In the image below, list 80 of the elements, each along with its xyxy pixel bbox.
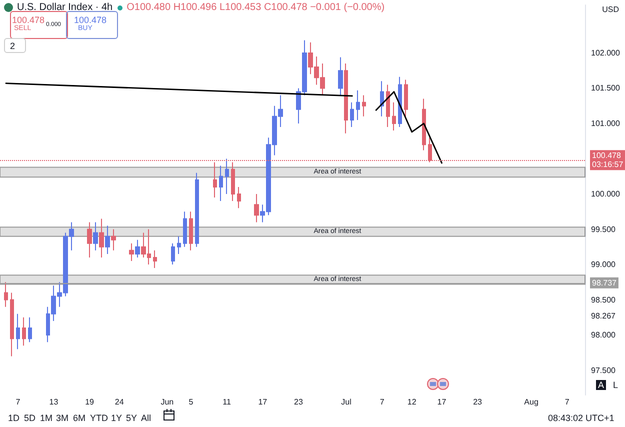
x-tick-label: 5 [188, 398, 194, 406]
x-tick-label: 19 [85, 398, 95, 406]
y-tick-label: 100.000 [591, 190, 620, 199]
text: YTD [90, 413, 108, 423]
candlestick [183, 211, 187, 248]
annotation: 2 [10, 41, 16, 51]
x-tick-label: 7 [380, 398, 385, 406]
candlestick [111, 228, 116, 251]
candlestick [350, 102, 354, 128]
candlestick [93, 222, 98, 251]
candlestick [398, 76, 402, 128]
y-tick-label: 98.267 [591, 312, 616, 321]
candlestick [380, 80, 384, 117]
text: L [613, 380, 618, 390]
candlestick [237, 186, 241, 209]
text: 3M [56, 413, 69, 423]
x-tick-label: 7 [564, 398, 570, 406]
chart-subtitle: O100.480 H100.496 L100.453 C100.478 −0.001 (−0.00%) [126, 2, 385, 13]
candlestick [129, 242, 134, 262]
candlestick [177, 236, 181, 254]
line-series [375, 91, 442, 164]
candlestick [404, 79, 408, 117]
candlestick [356, 90, 360, 120]
y-tick-label: 101.000 [591, 118, 620, 128]
x-tick-label: 24 [114, 398, 124, 406]
ref-line-label: 100.478 03:16:57 [592, 151, 624, 170]
text: A [596, 380, 606, 390]
candlestick [219, 165, 223, 202]
y-tick-label: 98.000 [591, 330, 616, 340]
candlestick [338, 56, 343, 96]
x-tick-label: 12 [407, 398, 417, 406]
candlestick [362, 94, 366, 117]
candlestick [87, 222, 92, 258]
ref-line-label: 98.737 [592, 278, 618, 288]
text: 1D [8, 413, 20, 423]
y-tick-label: 101.500 [591, 84, 620, 93]
y-axis-title: USD [602, 5, 619, 14]
x-tick-label: Aug [524, 398, 538, 406]
x-tick-label: 11 [222, 398, 232, 406]
candlestick [16, 313, 20, 350]
text: 1M [40, 413, 53, 423]
candlestick [22, 316, 26, 346]
y-tick-label: 98.500 [591, 295, 616, 304]
text: 5Y [126, 413, 138, 423]
y-tick-label: 97.500 [591, 366, 616, 375]
x-tick-label: 23 [294, 398, 304, 406]
text: 6M [73, 413, 86, 423]
candlestick [4, 282, 8, 308]
x-tick-label: 23 [473, 398, 483, 406]
annotation: 100.478 [12, 15, 45, 25]
chart-title: U.S. Dollar Index · 4h [17, 2, 113, 13]
candlestick [189, 211, 193, 251]
candlestick [422, 98, 426, 151]
candlestick [254, 194, 259, 223]
text: 08:43:02 UTC+1 [548, 413, 614, 423]
candlestick [344, 63, 348, 134]
annotation: 100.478 [74, 15, 107, 25]
candlestick [10, 292, 14, 357]
candlestick [225, 158, 229, 195]
y-tick-label: 102.000 [591, 48, 620, 58]
candlestick [105, 225, 110, 254]
x-tick-label: 13 [49, 398, 59, 406]
x-tick-label: 17 [258, 398, 268, 406]
candlestick [28, 316, 32, 343]
x-tick-label: Jun [160, 398, 174, 406]
text: 1Y [111, 413, 122, 423]
text: 5D [24, 413, 36, 423]
candlestick [171, 242, 175, 266]
x-tick-label: 7 [16, 398, 21, 406]
candlestick [386, 84, 390, 128]
x-tick-label: 17 [437, 398, 447, 406]
y-tick-label: 99.500 [591, 224, 616, 234]
candlestick [99, 218, 104, 258]
text: All [141, 413, 152, 423]
candlestick [392, 102, 396, 132]
y-tick-label: 99.000 [591, 260, 616, 270]
candlestick [195, 172, 199, 248]
candlestick [135, 239, 140, 258]
candlestick [153, 250, 157, 269]
x-tick-label: Jul [341, 398, 352, 406]
